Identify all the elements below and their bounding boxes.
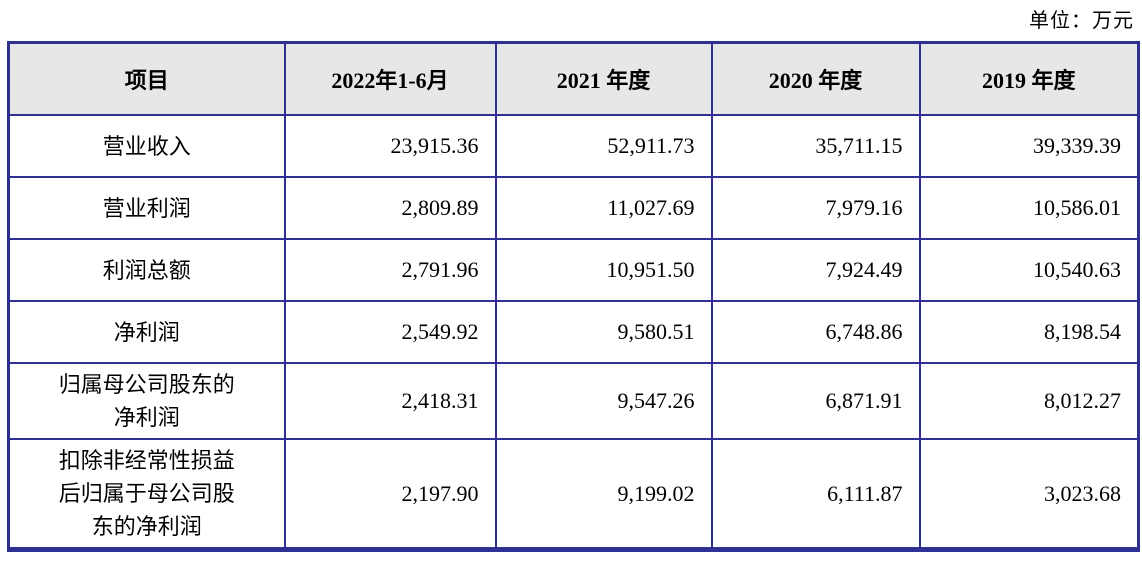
header-2019: 2019 年度 <box>918 41 1140 116</box>
financial-summary-table: 项目 2022年1-6月 2021 年度 2020 年度 2019 年度 营业收… <box>7 41 1140 552</box>
row-label: 净利润 <box>7 300 286 364</box>
value-cell: 7,979.16 <box>710 176 921 240</box>
row-label: 扣除非经常性损益 后归属于母公司股 东的净利润 <box>7 438 286 552</box>
table-header-row: 项目 2022年1-6月 2021 年度 2020 年度 2019 年度 <box>7 41 1140 116</box>
unit-label: 单位：万元 <box>1029 10 1134 32</box>
value-cell: 7,924.49 <box>710 238 921 302</box>
table-row-total-profit: 利润总额 2,791.96 10,951.50 7,924.49 10,540.… <box>7 238 1140 302</box>
value-cell: 35,711.15 <box>710 114 921 178</box>
value-cell: 2,418.31 <box>283 362 497 440</box>
value-cell: 6,871.91 <box>710 362 921 440</box>
row-label: 营业收入 <box>7 114 286 178</box>
table-row-operating-profit: 营业利润 2,809.89 11,027.69 7,979.16 10,586.… <box>7 176 1140 240</box>
value-cell: 10,586.01 <box>918 176 1140 240</box>
value-cell: 2,197.90 <box>283 438 497 552</box>
header-item-column: 项目 <box>7 41 286 116</box>
header-2020: 2020 年度 <box>710 41 921 116</box>
table-row-net-profit: 净利润 2,549.92 9,580.51 6,748.86 8,198.54 <box>7 300 1140 364</box>
value-cell: 23,915.36 <box>283 114 497 178</box>
value-cell: 2,809.89 <box>283 176 497 240</box>
table-row-net-profit-parent-after-nonrecurring: 扣除非经常性损益 后归属于母公司股 东的净利润 2,197.90 9,199.0… <box>7 438 1140 552</box>
value-cell: 6,111.87 <box>710 438 921 552</box>
row-label: 归属母公司股东的 净利润 <box>7 362 286 440</box>
value-cell: 9,580.51 <box>494 300 713 364</box>
value-cell: 9,199.02 <box>494 438 713 552</box>
row-label: 利润总额 <box>7 238 286 302</box>
table-row-net-profit-parent: 归属母公司股东的 净利润 2,418.31 9,547.26 6,871.91 … <box>7 362 1140 440</box>
value-cell: 52,911.73 <box>494 114 713 178</box>
header-2021: 2021 年度 <box>494 41 713 116</box>
value-cell: 3,023.68 <box>918 438 1140 552</box>
row-label: 营业利润 <box>7 176 286 240</box>
value-cell: 10,951.50 <box>494 238 713 302</box>
value-cell: 8,198.54 <box>918 300 1140 364</box>
value-cell: 6,748.86 <box>710 300 921 364</box>
value-cell: 10,540.63 <box>918 238 1140 302</box>
value-cell: 39,339.39 <box>918 114 1140 178</box>
value-cell: 2,791.96 <box>283 238 497 302</box>
value-cell: 2,549.92 <box>283 300 497 364</box>
value-cell: 11,027.69 <box>494 176 713 240</box>
value-cell: 9,547.26 <box>494 362 713 440</box>
table-row-operating-revenue: 营业收入 23,915.36 52,911.73 35,711.15 39,33… <box>7 114 1140 178</box>
header-2022-h1: 2022年1-6月 <box>283 41 497 116</box>
value-cell: 8,012.27 <box>918 362 1140 440</box>
